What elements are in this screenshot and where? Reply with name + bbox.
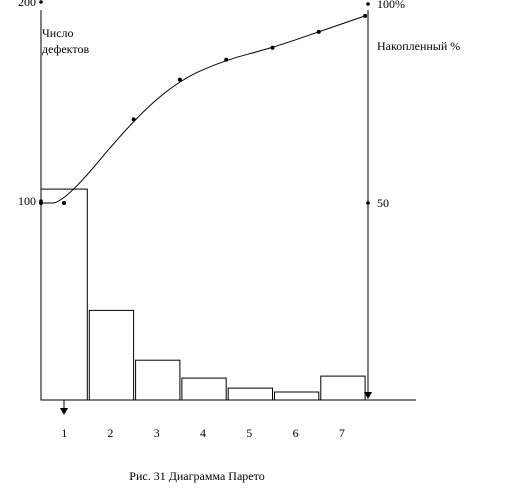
category-label-1: 1 <box>61 426 67 440</box>
right-axis-label: Накопленный % <box>377 39 460 53</box>
cumulative-point-2 <box>131 117 136 122</box>
right-tick-mark-50 <box>366 201 370 205</box>
bar-6 <box>274 391 320 401</box>
left-axis-label-line2: дефектов <box>42 42 89 56</box>
left-tick-label-200: 200 <box>18 0 36 9</box>
figure-caption: Рис. 31 Диаграмма Парето <box>129 469 264 483</box>
right-tick-mark-100 <box>366 2 370 6</box>
cumulative-start-point <box>39 201 43 205</box>
category-label-4: 4 <box>200 426 206 440</box>
bars-group <box>40 188 366 401</box>
cumulative-point-4 <box>224 57 229 62</box>
cumulative-point-1 <box>62 201 66 205</box>
cumulative-point-7 <box>363 13 368 18</box>
bar-5 <box>227 387 273 401</box>
cumulative-line-group <box>39 13 368 205</box>
category-label-3: 3 <box>154 426 160 440</box>
cumulative-curve <box>41 15 366 204</box>
cumulative-point-5 <box>270 45 275 50</box>
left-axis-ticks: 100 200 <box>18 0 43 208</box>
left-tick-mark-200 <box>39 0 43 4</box>
category-label-7: 7 <box>339 426 345 440</box>
right-axis-ticks: 50 100% <box>366 0 405 210</box>
bar-2 <box>88 309 135 401</box>
category-labels: 1 2 3 4 5 6 7 <box>61 426 345 440</box>
category-label-5: 5 <box>246 426 252 440</box>
cumulative-point-3 <box>177 77 182 82</box>
x-axis-pointer-arrow <box>60 408 68 415</box>
bar-7 <box>320 375 366 401</box>
left-tick-label-100: 100 <box>18 194 36 208</box>
bar-1 <box>40 188 88 401</box>
bar-4 <box>181 377 227 401</box>
bar-3 <box>135 359 181 401</box>
right-tick-label-50: 50 <box>377 196 389 210</box>
right-tick-label-100: 100% <box>377 0 405 11</box>
right-axis-arrow <box>364 392 372 399</box>
cumulative-point-6 <box>316 29 321 34</box>
category-label-6: 6 <box>293 426 299 440</box>
left-axis-label-line1: Число <box>42 26 74 40</box>
category-label-2: 2 <box>107 426 113 440</box>
